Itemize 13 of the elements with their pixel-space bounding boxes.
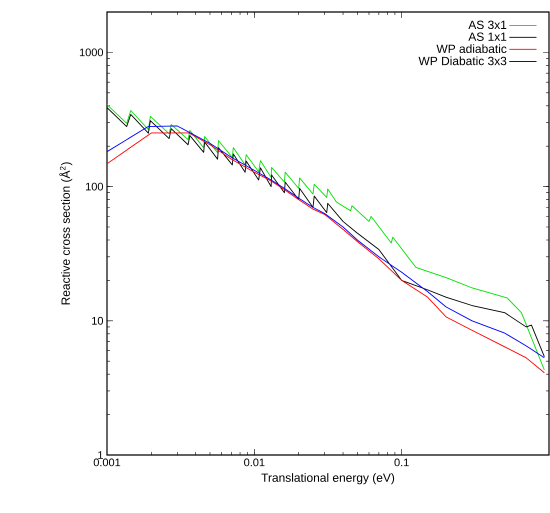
x-tick-label: 0.01 — [244, 458, 264, 466]
legend-label: AS 1x1 — [468, 32, 506, 41]
y-tick-label: 10 — [92, 316, 104, 325]
x-axis-title: Translational energy (eV) — [261, 473, 394, 484]
legend-label: WP Diabatic 3x3 — [418, 56, 506, 66]
x-tick-label: 0.001 — [94, 458, 120, 466]
y-tick-label: 1 — [98, 451, 103, 459]
y-tick-label: 100 — [86, 182, 104, 190]
legend-label: AS 3x1 — [468, 20, 506, 30]
legend-label: WP adiabatic — [436, 44, 507, 54]
y-tick-label: 1000 — [80, 48, 104, 56]
y-axis-title: Reactive cross section (Å$^{2}$) — [59, 162, 72, 304]
x-tick-label: 0.1 — [394, 458, 409, 466]
